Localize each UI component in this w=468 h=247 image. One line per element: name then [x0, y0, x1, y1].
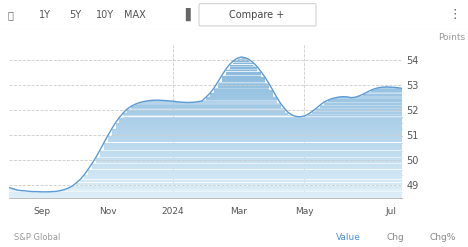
Text: ▐: ▐	[180, 8, 190, 21]
FancyBboxPatch shape	[199, 4, 316, 26]
Text: Mar: Mar	[230, 207, 247, 216]
Text: Nov: Nov	[99, 207, 117, 216]
Text: 📅: 📅	[8, 10, 14, 20]
Text: 10Y: 10Y	[96, 10, 114, 20]
Text: Chg%: Chg%	[429, 233, 455, 242]
Text: Sep: Sep	[33, 207, 51, 216]
Text: 5Y: 5Y	[69, 10, 81, 20]
Text: Jul: Jul	[385, 207, 396, 216]
Text: May: May	[295, 207, 314, 216]
Text: ⋮: ⋮	[449, 8, 461, 21]
Text: Points: Points	[439, 33, 466, 42]
Text: Value: Value	[336, 233, 361, 242]
Text: Compare +: Compare +	[229, 10, 285, 20]
Text: 2024: 2024	[161, 207, 184, 216]
Text: 1Y: 1Y	[39, 10, 51, 20]
Text: S&P Global: S&P Global	[14, 233, 60, 242]
Text: Chg: Chg	[387, 233, 404, 242]
Text: MAX: MAX	[124, 10, 146, 20]
